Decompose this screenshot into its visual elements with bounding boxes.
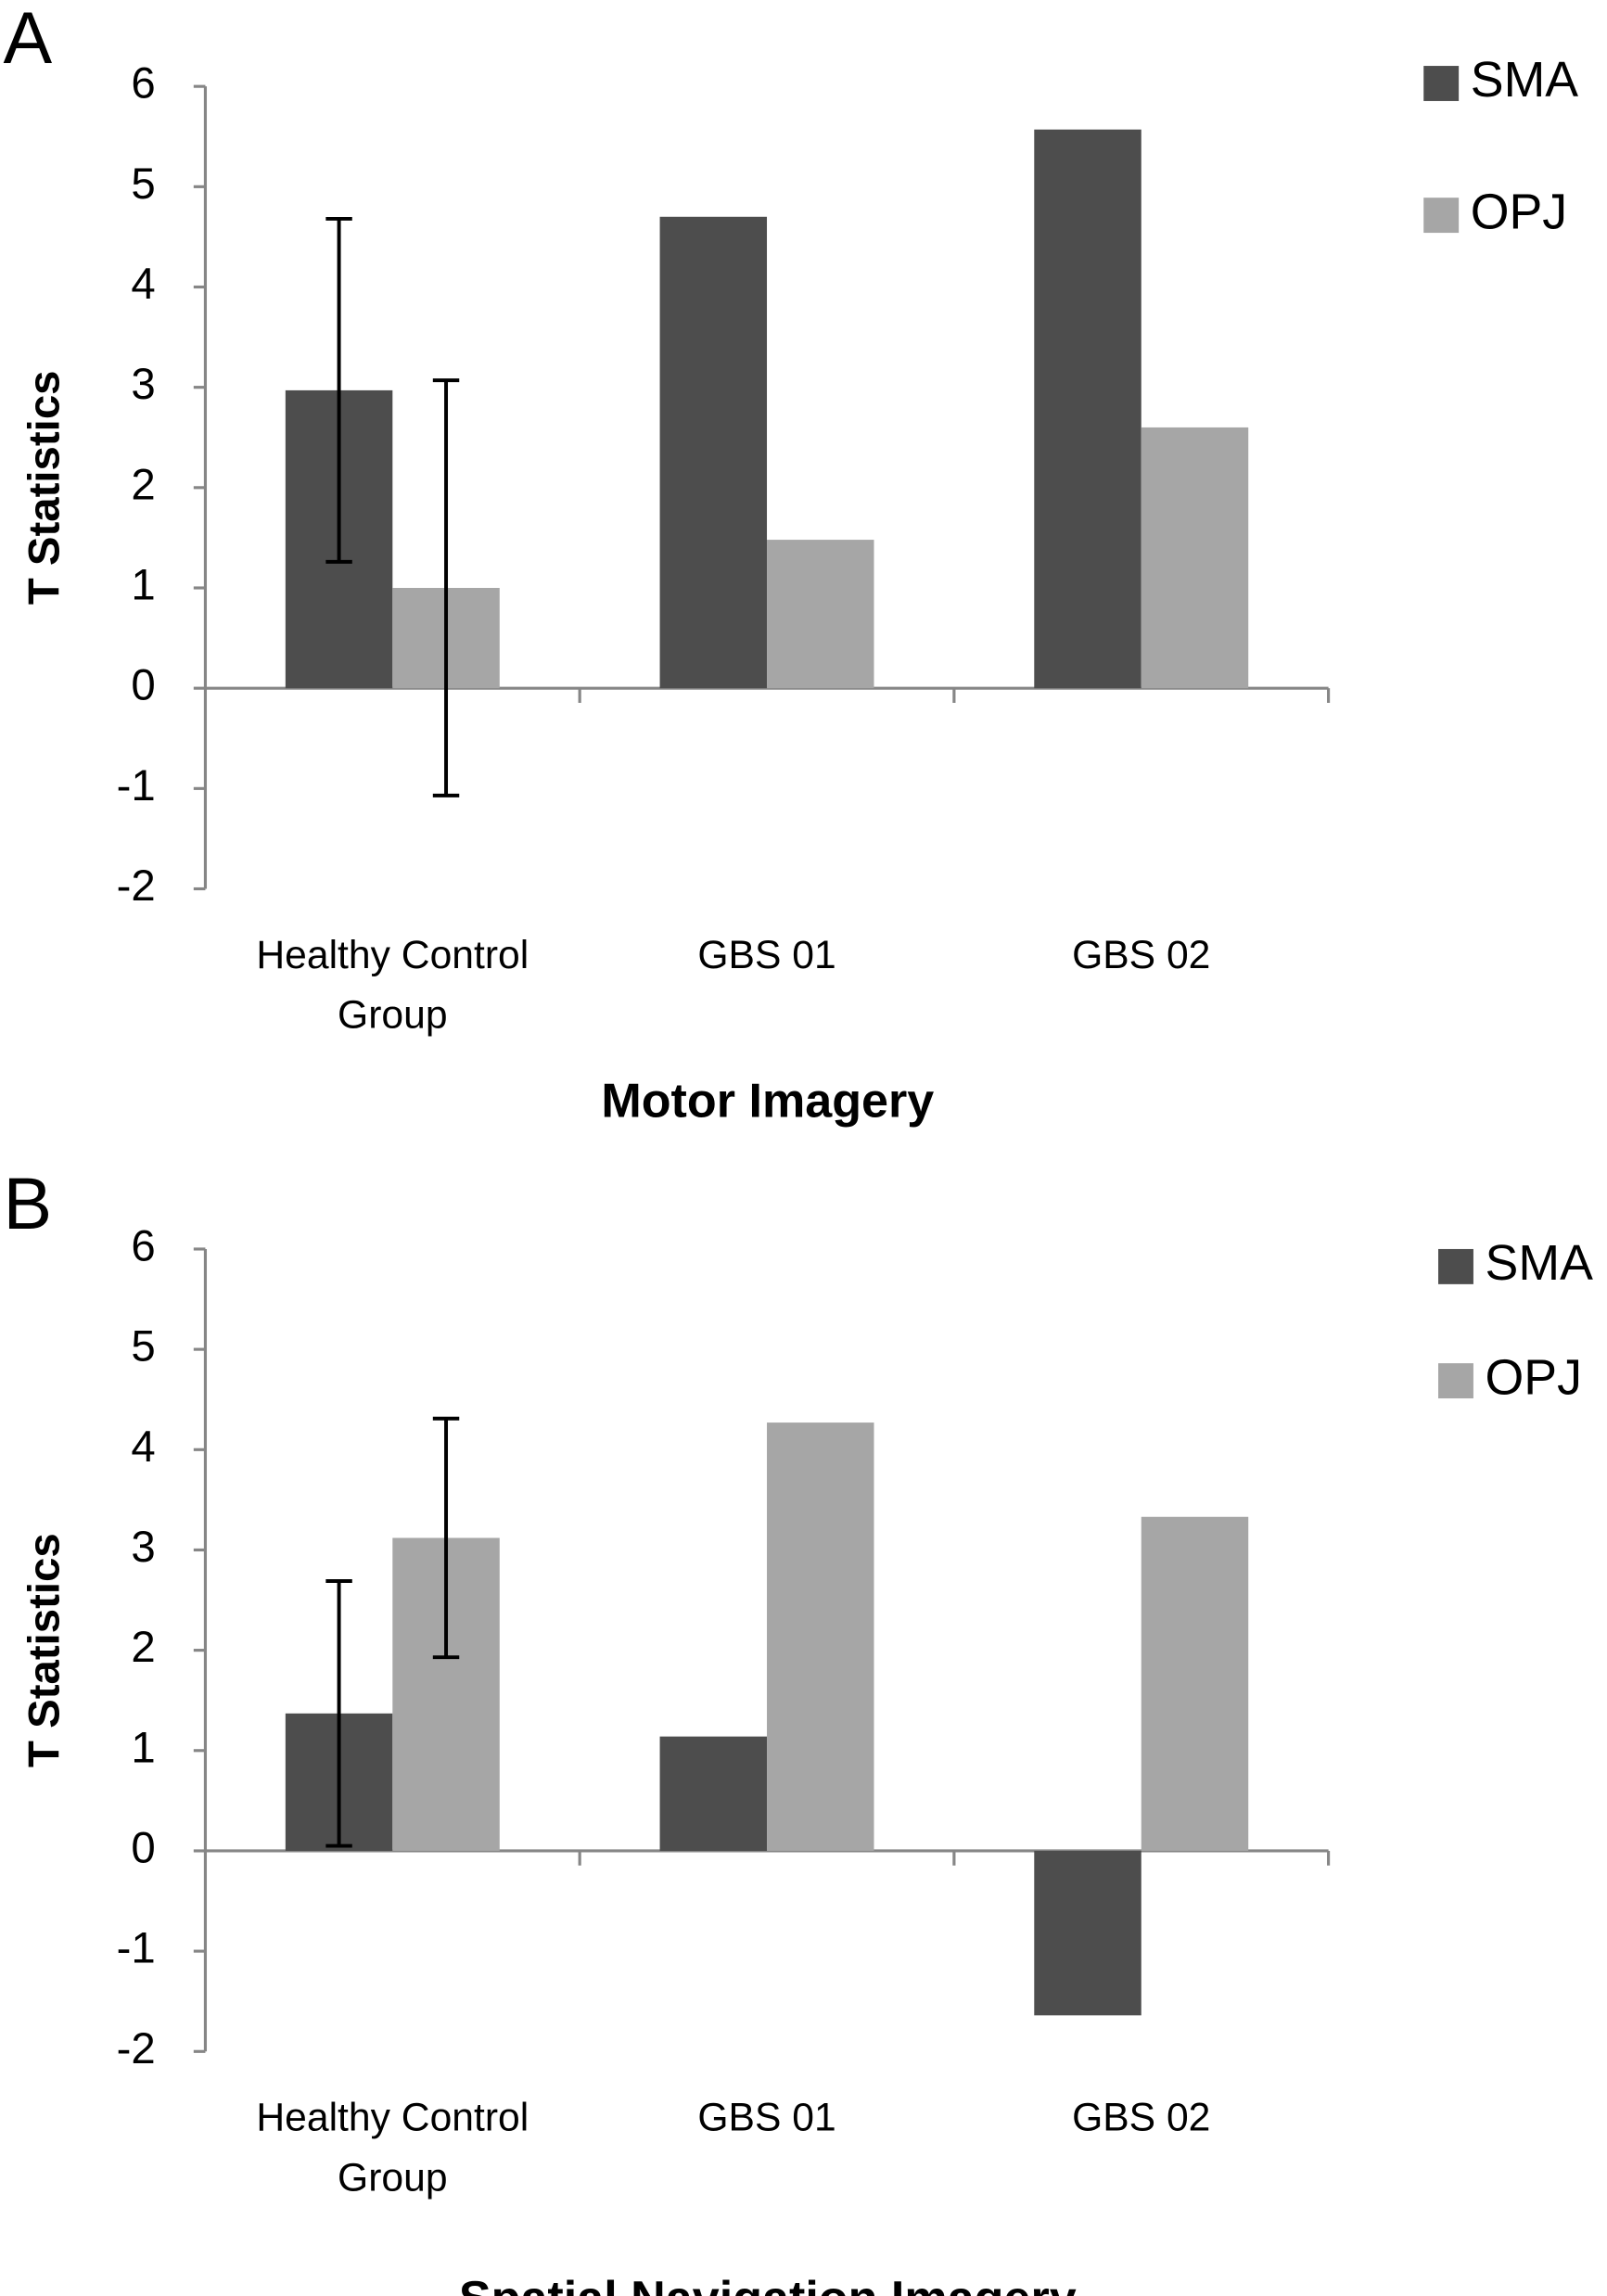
y-tick-label: 3 — [131, 360, 155, 409]
legend-label: SMA — [1471, 52, 1579, 108]
y-tick-label: -1 — [117, 1924, 156, 1973]
y-tick-label: 4 — [131, 260, 155, 309]
bar — [1034, 1850, 1141, 2016]
y-tick-label: 0 — [131, 1823, 155, 1872]
x-tick-label: GBS 02 — [1072, 932, 1211, 977]
bar — [767, 540, 874, 689]
y-tick-label: -2 — [117, 2024, 156, 2073]
y-axis-label: T Statistics — [19, 370, 69, 605]
y-tick-label: 2 — [131, 1623, 155, 1672]
x-tick-label: GBS 01 — [697, 932, 836, 977]
legend-swatch — [1423, 198, 1460, 234]
y-tick-label: 3 — [131, 1523, 155, 1572]
x-tick-label: GBS 02 — [1072, 2095, 1211, 2140]
y-tick-label: 4 — [131, 1422, 155, 1472]
y-tick-label: 6 — [131, 59, 155, 108]
y-axis-label: T Statistics — [19, 1533, 69, 1767]
error-bar — [325, 1579, 352, 1848]
panel-label: A — [4, 0, 53, 79]
legend-label: SMA — [1486, 1235, 1594, 1291]
x-tick-label-box: GBS 01 — [697, 932, 836, 977]
y-tick-label: 1 — [131, 1723, 155, 1772]
x-tick-label-box: Healthy Control Group — [256, 932, 529, 1037]
bar — [659, 216, 768, 689]
panel-label: B — [4, 1163, 53, 1244]
legend-swatch — [1438, 1363, 1473, 1399]
y-tick-label: 0 — [131, 661, 155, 710]
legend-swatch — [1423, 66, 1460, 101]
legend-swatch — [1438, 1248, 1473, 1284]
error-bar — [432, 1416, 460, 1660]
y-tick-label: -2 — [117, 861, 156, 911]
x-tick-label-box: GBS 01 — [697, 2095, 836, 2140]
y-tick-label: 1 — [131, 561, 155, 610]
chart-title: Spatial Navigation Imagery — [459, 2272, 1077, 2296]
bar — [1141, 427, 1249, 689]
x-tick-label-box: GBS 02 — [1072, 2095, 1211, 2140]
error-bar — [432, 378, 460, 797]
bar — [659, 1736, 768, 1851]
bar — [1141, 1516, 1249, 1851]
y-tick-label: 6 — [131, 1221, 155, 1270]
x-tick-label: Healthy Control Group — [256, 932, 529, 1037]
y-tick-label: 2 — [131, 460, 155, 509]
legend-label: OPJ — [1471, 184, 1567, 239]
bar — [1034, 129, 1141, 689]
chart-title: Motor Imagery — [601, 1074, 934, 1128]
y-tick-label: 5 — [131, 1322, 155, 1371]
y-tick-label: 5 — [131, 159, 155, 209]
x-tick-label: GBS 01 — [697, 2095, 836, 2140]
x-tick-label-box: GBS 02 — [1072, 932, 1211, 977]
legend-label: OPJ — [1486, 1349, 1582, 1405]
y-tick-label: -1 — [117, 761, 156, 810]
x-tick-label: Healthy Control Group — [256, 2095, 529, 2200]
error-bar — [325, 216, 352, 564]
x-tick-label-box: Healthy Control Group — [256, 2095, 529, 2200]
bar — [767, 1422, 874, 1851]
